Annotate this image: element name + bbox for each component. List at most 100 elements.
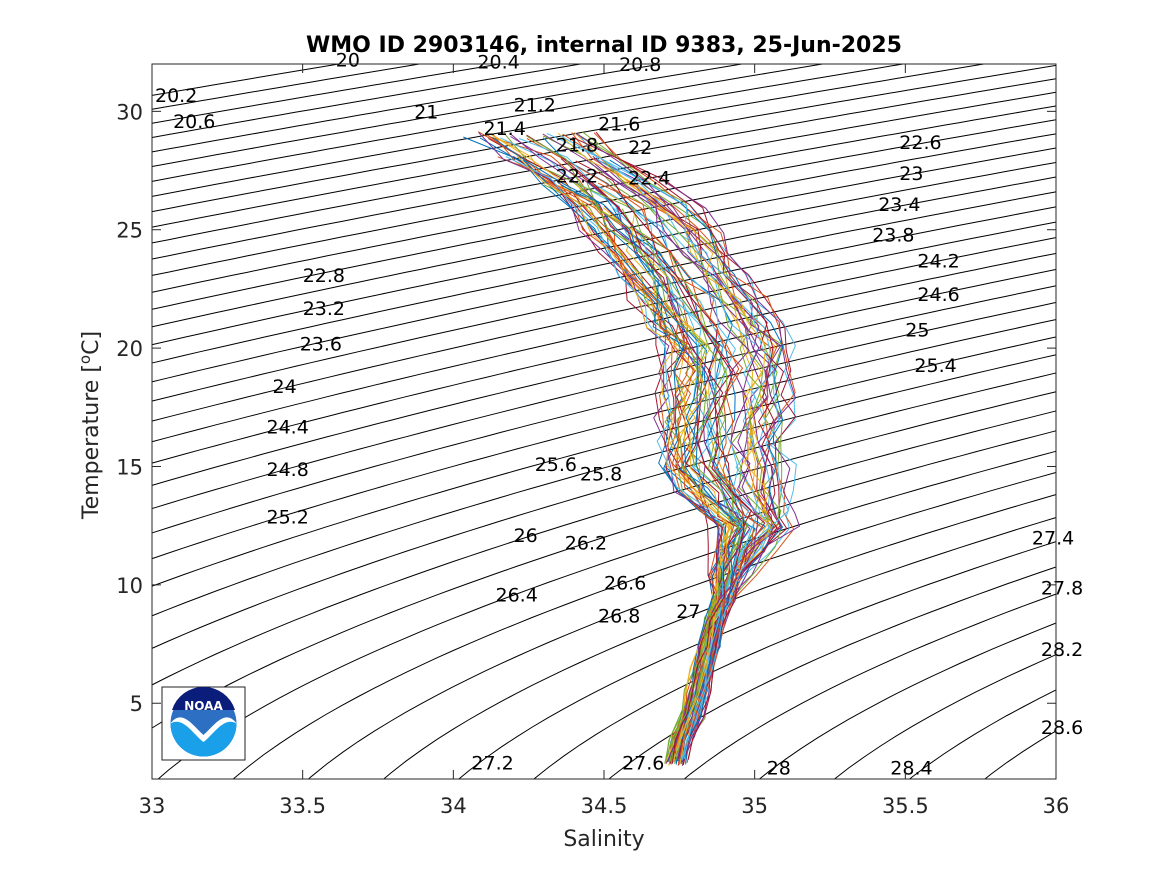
density-contour-label: 21 xyxy=(414,102,438,124)
density-contour-labels: 20 20.2 20.4 20.6 20.8 21 21.221.4 21.621.8 22 22… xyxy=(155,49,1083,779)
density-contour-label: 27.2 xyxy=(471,753,513,775)
density-contour-line xyxy=(152,64,343,96)
density-contour-line xyxy=(307,471,1056,779)
density-contour-line xyxy=(152,161,1056,346)
x-axis-label: Salinity xyxy=(563,827,644,852)
x-tick-label: 35 xyxy=(741,794,768,818)
density-contour-label: 21.6 xyxy=(598,113,640,135)
density-contour-label: 23.8 xyxy=(872,225,914,247)
density-contour-label: 20 xyxy=(336,49,360,71)
y-tick-label: 20 xyxy=(116,337,143,361)
density-contour-line xyxy=(152,221,1056,422)
density-contour-label: 28.4 xyxy=(890,757,932,779)
density-contour-line xyxy=(152,64,1056,228)
density-contour-line xyxy=(152,64,423,110)
density-contour-line xyxy=(152,176,1056,364)
density-contour-line xyxy=(152,133,1056,310)
density-contour-label: 20.4 xyxy=(477,52,519,74)
density-contour-line xyxy=(758,622,1056,779)
density-contour-line xyxy=(152,64,584,139)
density-contour-line xyxy=(152,206,1056,402)
density-contour-line xyxy=(683,593,1056,779)
density-contour-label: 26.2 xyxy=(565,532,607,554)
density-contour-line xyxy=(157,430,1056,779)
profile-line xyxy=(516,155,730,763)
profile-line xyxy=(546,133,771,761)
density-contour-label: 20.2 xyxy=(155,85,197,107)
density-contour-label: 23 xyxy=(899,163,923,185)
density-contour-label: 22.2 xyxy=(556,165,598,187)
profile-line xyxy=(597,182,764,766)
density-contour-line xyxy=(152,64,987,213)
density-contour-line xyxy=(152,64,907,197)
density-contour-label: 21.4 xyxy=(484,118,526,140)
profile-line xyxy=(557,132,772,761)
x-tick-label: 33 xyxy=(139,794,166,818)
profile-line xyxy=(575,160,753,764)
density-contour-line xyxy=(152,268,1056,486)
density-contour-label: 25.6 xyxy=(535,454,577,476)
density-contour-label: 23.6 xyxy=(300,334,342,356)
density-contour-line xyxy=(152,64,504,124)
density-contour-line xyxy=(152,301,1056,534)
density-contour-line xyxy=(152,336,1056,587)
x-tick-label: 34.5 xyxy=(581,794,628,818)
density-contour-line xyxy=(152,191,1056,383)
profile-line xyxy=(526,135,740,763)
density-contour-label: 25.2 xyxy=(267,506,309,528)
density-contour-label: 27.8 xyxy=(1041,577,1083,599)
density-contour-label: 27 xyxy=(676,601,700,623)
density-contour-label: 21.8 xyxy=(556,135,598,157)
density-contour-line xyxy=(152,285,1056,510)
density-contour-line xyxy=(232,450,1056,779)
density-contour-label: 26.4 xyxy=(496,584,538,606)
x-tick-label: 36 xyxy=(1043,794,1070,818)
density-contour-label: 25.8 xyxy=(580,464,622,486)
density-contour-label: 26.8 xyxy=(598,606,640,628)
density-contour-label: 21.2 xyxy=(514,94,556,116)
density-contour-label: 26 xyxy=(514,525,538,547)
density-contour-line xyxy=(152,105,1056,276)
density-contour-label: 27.6 xyxy=(622,753,664,775)
density-contour-label: 28.2 xyxy=(1041,639,1083,661)
density-contour-line xyxy=(152,391,1056,686)
chart-title: WMO ID 2903146, internal ID 9383, 25-Jun… xyxy=(306,33,902,58)
x-tick-label: 33.5 xyxy=(279,794,326,818)
noaa-logo-text: NOAA xyxy=(184,699,223,713)
density-contour-line xyxy=(152,410,1056,729)
density-contour-label: 24 xyxy=(273,376,297,398)
density-contour-label: 23.2 xyxy=(303,298,345,320)
density-contour-label: 24.8 xyxy=(267,459,309,481)
profile-line xyxy=(505,156,726,760)
y-axis-label: Temperature [oC] xyxy=(76,331,104,520)
density-contour-label: 23.4 xyxy=(878,194,920,216)
density-contour-label: 28 xyxy=(767,757,791,779)
y-tick-label: 30 xyxy=(116,100,143,124)
density-contour-label: 22.8 xyxy=(303,265,345,287)
density-contour-line xyxy=(608,566,1056,779)
axis-ticks: 33 33.5 34 34.5 35 35.5 36 5 10 15 20 25 30 xyxy=(116,64,1069,818)
density-contour-label: 20.8 xyxy=(619,54,661,76)
density-contour-label: 28.6 xyxy=(1041,717,1083,739)
density-contour-line xyxy=(152,252,1056,464)
density-contour-label: 22.6 xyxy=(899,132,941,154)
density-contour-line xyxy=(152,64,665,153)
profile-line xyxy=(575,133,783,764)
density-contour-label: 24.6 xyxy=(917,284,959,306)
density-contour-line xyxy=(383,494,1056,779)
profile-line xyxy=(560,135,789,760)
density-contour-line xyxy=(152,237,1056,443)
density-contour-line xyxy=(152,354,1056,617)
x-tick-label: 35.5 xyxy=(882,794,929,818)
density-contour-line xyxy=(152,64,745,168)
density-contour-line xyxy=(152,372,1056,649)
profile-line xyxy=(522,159,723,764)
density-contour-label: 24.2 xyxy=(917,251,959,273)
y-tick-label: 10 xyxy=(116,574,143,598)
density-contour-line xyxy=(152,319,1056,560)
x-tick-label: 34 xyxy=(440,794,467,818)
density-contour-label: 25.4 xyxy=(914,355,956,377)
noaa-logo: NOAA xyxy=(161,686,246,761)
density-contour-line xyxy=(908,689,1056,779)
density-contour-label: 26.6 xyxy=(604,573,646,595)
